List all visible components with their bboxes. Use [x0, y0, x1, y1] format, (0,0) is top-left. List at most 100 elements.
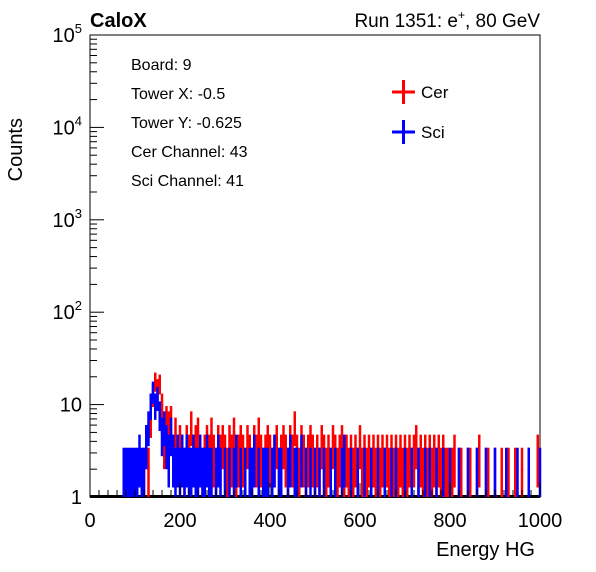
bin-sci [424, 447, 427, 497]
bin-sci [343, 434, 346, 488]
bin-sci [293, 447, 296, 497]
bin-cer [437, 434, 440, 488]
bin-sci [232, 447, 236, 497]
bin-sci [214, 447, 218, 497]
bin-sci [289, 434, 292, 488]
bin-sci [403, 447, 407, 497]
bin-cer [282, 425, 285, 470]
bin-cer [237, 434, 240, 488]
bin-cer [478, 434, 481, 488]
bin-cer [536, 434, 539, 488]
bin-cer [388, 447, 391, 497]
bin-sci [147, 411, 150, 447]
bin-sci [340, 447, 344, 497]
bin-cer [412, 434, 416, 488]
bin-cer [385, 434, 389, 488]
series-layer [90, 372, 542, 498]
bin-sci [199, 434, 202, 488]
bin-cer [307, 434, 310, 488]
bin-sci [129, 447, 132, 497]
run-label: Run 1351: e+, 80 GeV [354, 8, 540, 32]
bin-cer [320, 425, 323, 470]
bin-sci [271, 447, 274, 497]
bin-cer [347, 447, 350, 497]
bin-sci [264, 447, 267, 497]
bin-cer [514, 447, 517, 497]
bin-sci [223, 447, 227, 497]
bin-sci [131, 447, 134, 497]
bin-sci [286, 447, 290, 497]
bin-sci [124, 447, 128, 497]
bin-sci [205, 434, 209, 488]
bin-sci [527, 447, 530, 497]
bin-sci [257, 447, 260, 497]
bin-cer [241, 434, 245, 488]
bin-cer [255, 434, 258, 488]
bin-cer [379, 447, 382, 497]
bin-sci [217, 434, 220, 488]
x-tick-label: 0 [84, 510, 95, 532]
bin-cer [226, 447, 229, 497]
x-tick-label: 600 [343, 510, 376, 532]
bin-sci [248, 447, 251, 497]
bin-cer [487, 447, 490, 497]
bin-cer [327, 434, 330, 488]
y-tick-label: 1 [71, 487, 82, 509]
bin-cer [415, 425, 418, 470]
bin-cer [374, 447, 377, 497]
bin-sci [127, 447, 130, 497]
bin-sci [172, 434, 175, 488]
plot-frame [89, 34, 541, 498]
bin-cer [520, 447, 524, 497]
bin-cer [352, 447, 355, 497]
bin-cer [345, 434, 348, 488]
bin-sci [334, 447, 337, 497]
bin-sci [435, 447, 438, 497]
bin-cer [259, 434, 263, 488]
bin-sci [169, 417, 173, 457]
bin-cer [433, 434, 436, 488]
bin-sci [183, 447, 186, 497]
y-tick-label: 103 [53, 206, 82, 232]
bin-cer [212, 434, 215, 488]
bin-cer [190, 411, 193, 447]
bin-sci [356, 447, 359, 497]
experiment-label: CaloX [90, 10, 147, 32]
info-tower-x: Tower X: -0.5 [131, 86, 225, 103]
bin-sci [203, 447, 206, 497]
bin-cer [507, 447, 510, 497]
bin-sci [154, 393, 157, 420]
legend-marker-sci [392, 120, 415, 144]
bin-sci [158, 401, 161, 432]
x-tick-label: 200 [163, 510, 196, 532]
bin-sci [457, 447, 461, 497]
bin-sci [484, 447, 488, 497]
bin-cer [358, 425, 362, 470]
bin-sci [253, 434, 256, 488]
bin-sci [442, 447, 445, 497]
bin-sci [329, 447, 332, 497]
info-board: Board: 9 [131, 57, 192, 74]
bin-cer [421, 447, 425, 497]
bin-cer [453, 434, 456, 488]
tick-layer: 0 200 400 600 800 1000 1 10 102 103 104 105 [53, 21, 563, 532]
bin-sci [165, 425, 168, 470]
info-sci-channel: Sci Channel: 41 [131, 173, 244, 190]
x-axis-label: Energy HG [436, 539, 535, 561]
bin-cer [372, 434, 375, 488]
bin-sci [383, 447, 386, 497]
bin-cer [367, 434, 371, 488]
bin-cer [430, 447, 434, 497]
bin-sci [187, 447, 191, 497]
bin-sci [349, 447, 353, 497]
bin-sci [181, 434, 184, 488]
bin-sci [167, 434, 170, 488]
bin-sci [156, 387, 159, 411]
bin-sci [185, 434, 188, 488]
info-box: Board: 9 Tower X: -0.5 Tower Y: -0.625 C… [131, 57, 248, 190]
bin-sci [250, 447, 254, 497]
bin-sci [309, 447, 312, 497]
bin-sci [151, 381, 155, 404]
bin-sci [136, 447, 139, 497]
bin-sci [322, 447, 326, 497]
